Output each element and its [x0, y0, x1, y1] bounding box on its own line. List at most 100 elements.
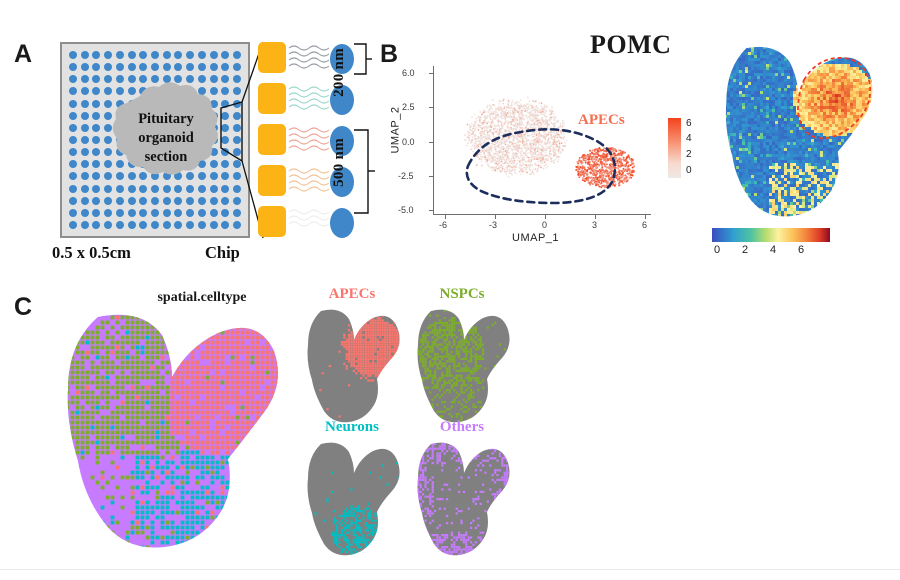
footer-divider: [0, 569, 900, 570]
chip-dot: [92, 208, 101, 217]
chip-dot: [127, 208, 136, 217]
spatial-colorbar-tick: 4: [770, 244, 777, 256]
chip-dot: [115, 196, 124, 205]
molecule-strand-lines: [288, 45, 330, 227]
chip-dot: [104, 172, 113, 181]
barcode-stripe: [258, 42, 286, 73]
chip-dot: [186, 208, 195, 217]
spatial-colorbar-tick: 6: [798, 244, 805, 256]
chip-dot: [127, 87, 136, 96]
chip-dot: [197, 208, 206, 217]
chip-dot: [221, 172, 230, 181]
chip-dot: [104, 75, 113, 84]
chip-dot: [80, 220, 89, 229]
chip-dot: [233, 184, 242, 193]
umap-y-ticklabel: 6.0: [402, 68, 415, 78]
panel-letter-a: A: [14, 40, 33, 68]
barcode-stripe: [258, 83, 286, 114]
chip-dot: [174, 75, 183, 84]
chip-dot: [221, 196, 230, 205]
chip-dot: [92, 172, 101, 181]
chip-dot: [233, 75, 242, 84]
chip-dot: [80, 123, 89, 132]
umap-x-tick: [445, 215, 446, 219]
chip-dot: [221, 51, 230, 60]
chip-dot: [186, 172, 195, 181]
chip-dot: [68, 208, 77, 217]
chip-dot: [162, 220, 171, 229]
chip-dot: [104, 111, 113, 120]
umap-x-tick: [645, 215, 646, 219]
chip-dot: [139, 208, 148, 217]
mini-map-nspcs: [417, 309, 510, 423]
chip-dot: [80, 111, 89, 120]
chip-dot: [80, 208, 89, 217]
chip-dot: [221, 63, 230, 72]
umap-x-tick: [545, 215, 546, 219]
chip-dot: [92, 111, 101, 120]
umap-y-ticklabel: 0.0: [402, 137, 415, 147]
umap-x-axis: [433, 214, 651, 215]
chip-dot: [186, 220, 195, 229]
chip-dot: [92, 87, 101, 96]
chip-dot: [104, 99, 113, 108]
chip-dot: [233, 196, 242, 205]
chip-dot: [92, 148, 101, 157]
chip-dot: [174, 172, 183, 181]
apecs-umap-label: APECs: [578, 112, 625, 128]
chip-dot: [104, 51, 113, 60]
bead: [330, 208, 354, 238]
chip-dot: [115, 148, 124, 157]
organoid-section-label: Pituitary organoid section: [118, 110, 214, 167]
chip-dot: [209, 148, 218, 157]
barcode-stripe: [258, 124, 286, 155]
chip-dot: [68, 75, 77, 84]
chip-dot: [104, 220, 113, 229]
umap-x-ticklabel: 6: [642, 220, 648, 230]
chip-dot: [68, 123, 77, 132]
umap-colorbar-tick: 0: [686, 165, 692, 176]
chip-dot: [127, 220, 136, 229]
bead: [330, 167, 354, 197]
chip-dot: [233, 135, 242, 144]
chip-dot: [197, 75, 206, 84]
chip-dot: [233, 63, 242, 72]
chip-dot: [162, 196, 171, 205]
panel-letter-b: B: [380, 40, 399, 68]
chip-dot: [209, 208, 218, 217]
chip-dot: [127, 172, 136, 181]
chip-dot: [127, 75, 136, 84]
chip-dot: [115, 184, 124, 193]
chip-dot: [92, 160, 101, 169]
chip-dot: [92, 51, 101, 60]
chip-dot: [174, 196, 183, 205]
chip-dot: [92, 75, 101, 84]
chip-dot: [68, 220, 77, 229]
spatial-colorbar-tick: 0: [714, 244, 721, 256]
umap-x-tick: [495, 215, 496, 219]
chip-dot: [127, 184, 136, 193]
chip-dot: [197, 220, 206, 229]
umap-plot: APECs 6.0 2.5 0.0 -2.5 -5.0 -6 -3 0 3 6 …: [390, 62, 660, 244]
umap-y-ticklabel: -5.0: [398, 205, 414, 215]
chip-dot: [80, 99, 89, 108]
chip-dot: [197, 184, 206, 193]
mini-map-neurons: [307, 442, 400, 556]
chip-dot: [80, 51, 89, 60]
chip-dot: [68, 196, 77, 205]
chip-dot: [92, 184, 101, 193]
umap-y-tick: [429, 142, 433, 143]
chip-dot: [115, 99, 124, 108]
chip-dot: [68, 172, 77, 181]
barcode-stripe: [258, 206, 286, 237]
umap-scatter-canvas: [464, 96, 636, 205]
scale-label-200nm: 200 nm: [331, 48, 347, 97]
chip-dot: [209, 75, 218, 84]
chip-dot: [80, 135, 89, 144]
chip-dot: [104, 135, 113, 144]
organoid-label-line-2: organoid: [138, 130, 194, 147]
umap-y-axis-title: UMAP_2: [389, 106, 402, 154]
chip-dot: [233, 160, 242, 169]
chip-dot: [209, 196, 218, 205]
chip-dot: [139, 51, 148, 60]
